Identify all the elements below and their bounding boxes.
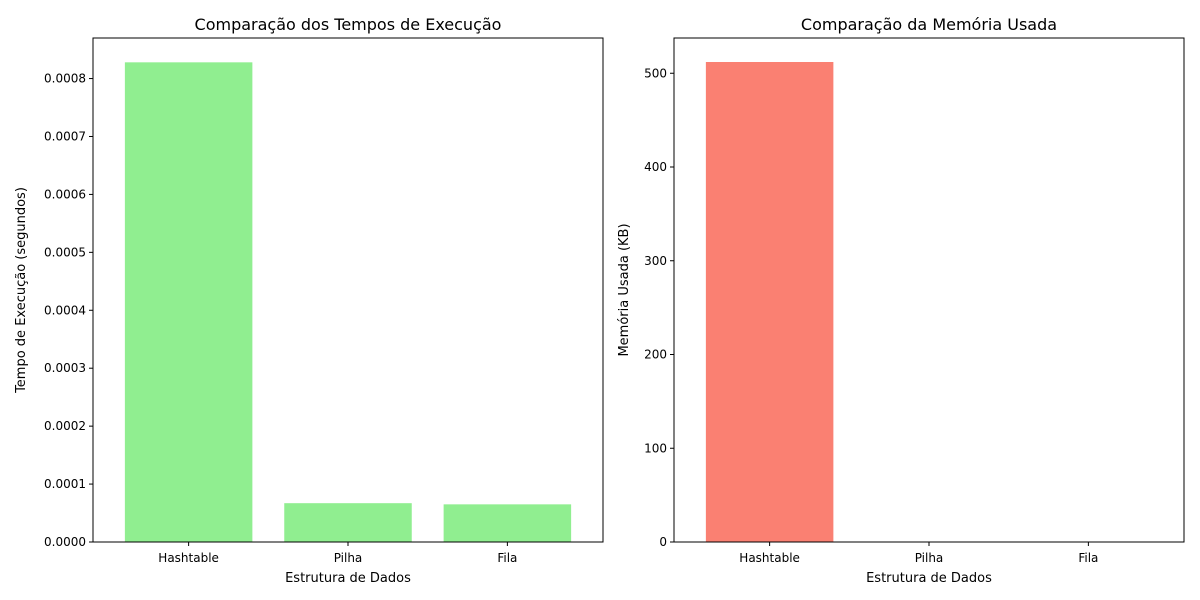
y-axis-label: Memória Usada (KB) bbox=[617, 223, 632, 356]
bar-pilha bbox=[284, 503, 412, 542]
y-tick-label: 0.0007 bbox=[44, 129, 86, 143]
y-tick-label: 0.0000 bbox=[44, 535, 86, 549]
x-axis-label: Estrutura de Dados bbox=[285, 571, 411, 586]
x-tick-label: Fila bbox=[497, 551, 517, 565]
x-tick-label: Hashtable bbox=[158, 551, 219, 565]
y-tick-label: 100 bbox=[644, 441, 667, 455]
x-tick-label: Pilha bbox=[334, 551, 363, 565]
y-tick-label: 0.0003 bbox=[44, 361, 86, 375]
bar-group bbox=[705, 62, 834, 542]
y-tick-label: 400 bbox=[644, 160, 667, 174]
y-tick-label: 0.0006 bbox=[44, 187, 86, 201]
y-ticks: 0.0000 0.0001 0.0002 0.0003 0.0004 0.0005 0.00… bbox=[44, 72, 93, 549]
y-tick-label: 0.0008 bbox=[44, 72, 86, 86]
y-axis-label: Tempo de Execução (segundos) bbox=[14, 187, 29, 394]
x-tick-label: Fila bbox=[1078, 551, 1098, 565]
y-tick-label: 0.0001 bbox=[44, 477, 86, 491]
bar-hashtable bbox=[705, 62, 834, 542]
plot-frame bbox=[673, 37, 1185, 543]
bar-hashtable bbox=[124, 62, 253, 543]
x-tick-label: Hashtable bbox=[739, 551, 800, 565]
y-tick-label: 0.0002 bbox=[44, 419, 86, 433]
chart-title: Comparação da Memória Usada bbox=[801, 15, 1057, 34]
bar-group bbox=[124, 62, 572, 543]
y-tick-label: 300 bbox=[644, 254, 667, 268]
y-tick-label: 0 bbox=[659, 535, 667, 549]
x-ticks: Hashtable Pilha Fila bbox=[158, 542, 517, 565]
chart-title: Comparação dos Tempos de Execução bbox=[195, 15, 502, 34]
chart-execution-time: Comparação dos Tempos de Execução Estrut… bbox=[14, 15, 604, 586]
x-axis-label: Estrutura de Dados bbox=[866, 571, 992, 586]
y-tick-label: 200 bbox=[644, 348, 667, 362]
y-tick-label: 0.0004 bbox=[44, 303, 86, 317]
plot-frame bbox=[92, 37, 604, 543]
x-ticks: Hashtable Pilha Fila bbox=[739, 542, 1098, 565]
y-tick-label: 500 bbox=[644, 66, 667, 80]
bar-fila bbox=[443, 504, 572, 542]
y-ticks: 0 100 200 300 400 500 bbox=[644, 66, 674, 549]
x-tick-label: Pilha bbox=[915, 551, 944, 565]
chart-memory-used: Comparação da Memória Usada Estrutura de… bbox=[617, 15, 1185, 586]
y-tick-label: 0.0005 bbox=[44, 245, 86, 259]
